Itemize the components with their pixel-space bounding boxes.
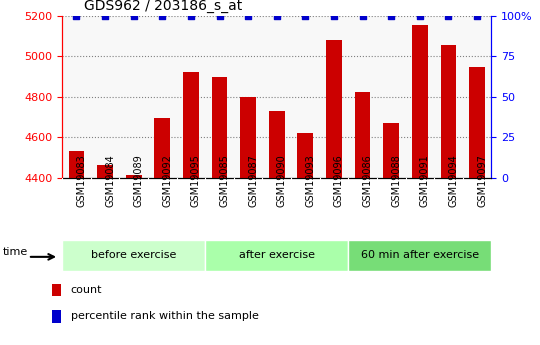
Text: GSM19097: GSM19097 [477,154,487,207]
Bar [412,24,428,178]
Text: GSM19096: GSM19096 [334,155,344,207]
Text: GSM19088: GSM19088 [391,155,401,207]
Text: before exercise: before exercise [91,250,177,260]
Text: count: count [71,285,102,295]
Point [100,13,109,18]
Bar [383,123,399,178]
Text: GSM19093: GSM19093 [306,155,315,207]
Text: GSM19085: GSM19085 [219,154,230,207]
Text: after exercise: after exercise [239,250,315,260]
Point [130,13,138,18]
Bar [69,151,84,178]
Bar [269,111,285,178]
Text: time: time [3,247,29,257]
Text: GSM19083: GSM19083 [77,155,86,207]
Bar [205,240,348,271]
Text: GDS962 / 203186_s_at: GDS962 / 203186_s_at [84,0,242,13]
Text: 60 min after exercise: 60 min after exercise [361,250,479,260]
Point [329,13,338,18]
Point [359,13,367,18]
Text: GSM19087: GSM19087 [248,154,258,207]
Bar [97,165,113,178]
Bar [62,240,205,271]
Bar [154,118,170,178]
Point [416,13,424,18]
Text: GSM19084: GSM19084 [105,155,115,207]
Bar [183,72,199,178]
Point [158,13,166,18]
Point [301,13,310,18]
Text: GSM19094: GSM19094 [449,155,458,207]
Bar [355,91,370,178]
Point [215,13,224,18]
Bar [441,45,456,178]
Bar [469,67,485,178]
Bar [126,175,141,178]
Text: GSM19091: GSM19091 [420,155,430,207]
Point [72,13,81,18]
Text: GSM19090: GSM19090 [277,155,287,207]
Bar [212,77,227,178]
Point [473,13,482,18]
Point [244,13,253,18]
Point [273,13,281,18]
Bar [52,310,60,323]
Bar [326,40,342,178]
Bar [240,97,256,178]
Text: GSM19092: GSM19092 [162,154,172,207]
Point [444,13,453,18]
Bar [298,133,313,178]
Point [387,13,395,18]
Text: GSM19089: GSM19089 [134,155,144,207]
Bar [52,284,60,296]
Text: GSM19086: GSM19086 [363,155,373,207]
Point [187,13,195,18]
Text: GSM19095: GSM19095 [191,154,201,207]
Text: percentile rank within the sample: percentile rank within the sample [71,312,259,322]
Bar [348,240,491,271]
